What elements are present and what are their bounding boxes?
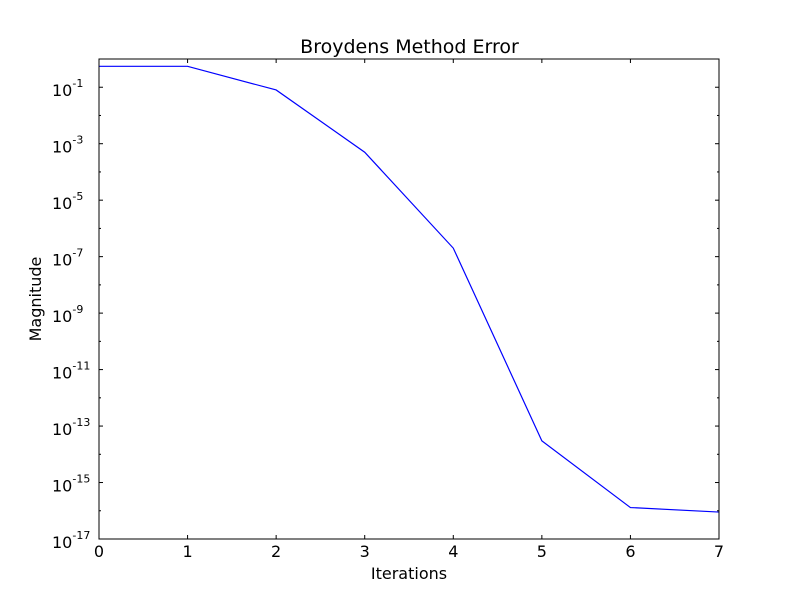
y-tick-label: 10-15 — [52, 473, 90, 496]
x-tick-label: 5 — [537, 542, 547, 561]
y-tick-label: 10-5 — [52, 190, 83, 213]
x-tick-label: 0 — [94, 542, 104, 561]
x-axis: 0 1 2 3 4 5 6 7 — [94, 59, 724, 561]
plot-area — [99, 65, 720, 513]
x-tick-label: 2 — [271, 542, 281, 561]
y-axis: 10-1 10-3 10-5 10-7 10-9 10-11 10-13 10-15 10-17 — [52, 58, 719, 552]
series-line-0 — [99, 65, 720, 513]
x-tick-label: 6 — [625, 542, 635, 561]
axes-frame — [98, 58, 720, 540]
y-tick-label: 10-1 — [52, 77, 83, 100]
x-axis-label: Iterations — [371, 564, 447, 583]
y-tick-label: 10-7 — [52, 247, 83, 270]
y-tick-label: 10-13 — [52, 416, 90, 439]
y-tick-label: 10-17 — [52, 529, 90, 552]
y-tick-label: 10-11 — [52, 360, 90, 383]
y-axis-label: Magnitude — [26, 257, 45, 342]
x-tick-label: 7 — [714, 542, 724, 561]
x-tick-label: 1 — [182, 542, 192, 561]
y-tick-label: 10-9 — [52, 303, 83, 326]
x-tick-label: 3 — [360, 542, 370, 561]
chart-title: Broydens Method Error — [300, 36, 519, 58]
y-tick-label: 10-3 — [52, 134, 83, 157]
x-tick-label: 4 — [448, 542, 458, 561]
